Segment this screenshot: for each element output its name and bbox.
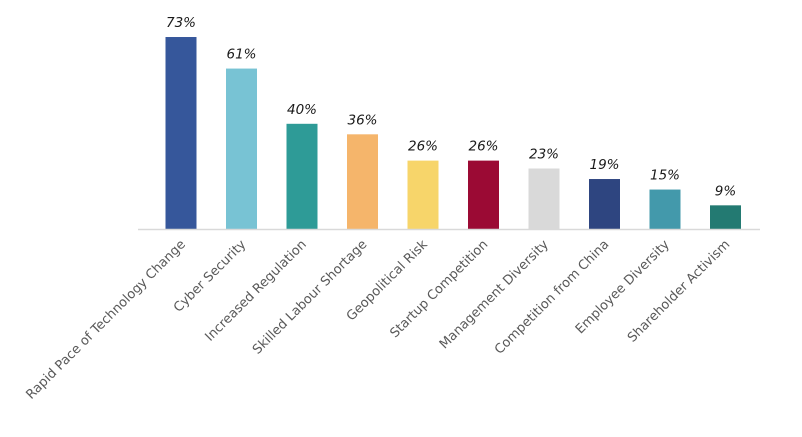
category-label-9: Shareholder Activism <box>625 237 733 345</box>
bars-group <box>165 37 741 230</box>
value-label-7: 19% <box>589 157 619 173</box>
bar-1 <box>226 68 257 229</box>
bar-7 <box>589 179 620 229</box>
category-label-0: Rapid Pace of Technology Change <box>23 237 188 402</box>
value-label-6: 23% <box>529 147 559 163</box>
bar-4 <box>407 160 439 229</box>
category-label-2: Increased Regulation <box>202 237 309 344</box>
bar-8 <box>649 189 681 229</box>
value-label-8: 15% <box>650 168 680 184</box>
value-label-3: 36% <box>347 112 377 128</box>
bar-0 <box>165 37 197 230</box>
category-label-7: Competition from China <box>492 237 612 357</box>
value-label-9: 9% <box>715 183 736 199</box>
bar-6 <box>528 168 560 229</box>
bar-3 <box>347 134 378 229</box>
bar-9 <box>710 205 741 229</box>
category-label-3: Skilled Labour Shortage <box>250 237 370 357</box>
category-label-5: Startup Competition <box>387 237 491 341</box>
value-label-0: 73% <box>166 15 196 31</box>
value-labels-group: 73% 61% 40% 36% 26% 26% 23% 19% 15% 9% <box>166 15 736 199</box>
value-label-5: 26% <box>468 139 498 155</box>
bar-2 <box>286 123 318 229</box>
bar-5 <box>468 160 499 229</box>
category-label-6: Management Diversity <box>437 237 552 352</box>
value-label-1: 61% <box>226 47 256 63</box>
value-label-4: 26% <box>408 139 438 155</box>
value-label-2: 40% <box>287 102 317 118</box>
